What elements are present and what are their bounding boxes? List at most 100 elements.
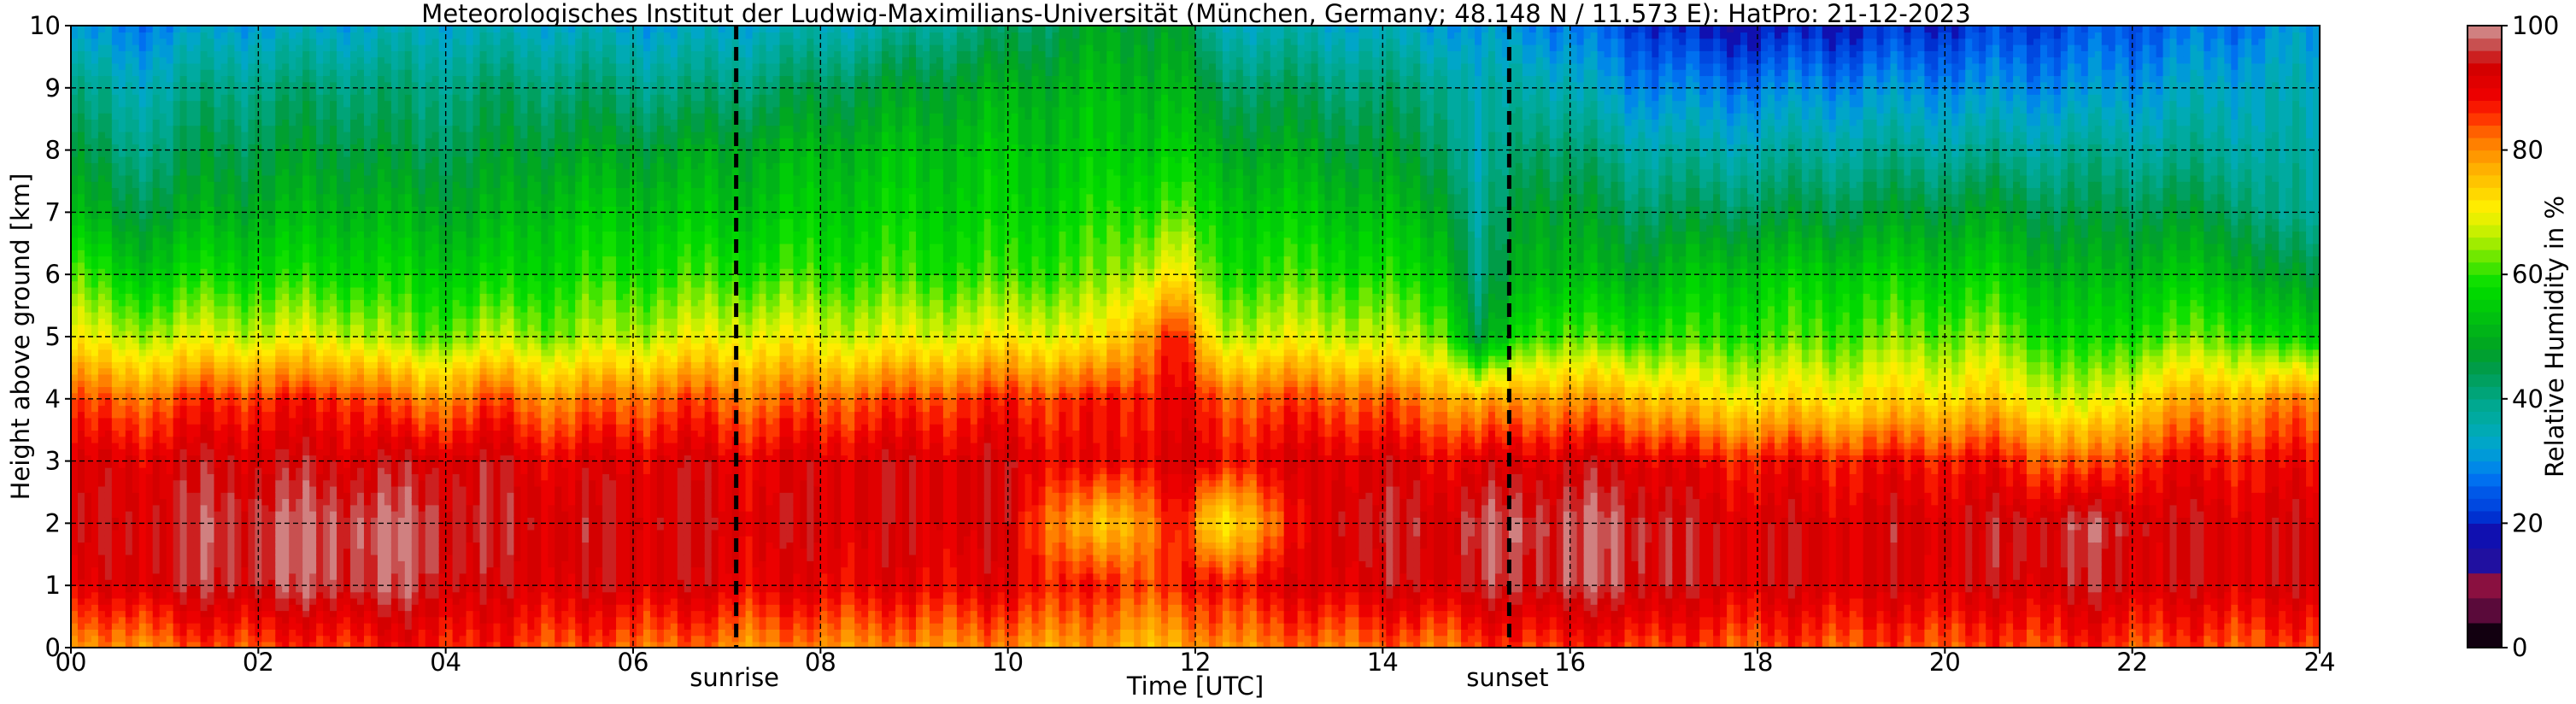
humidity-cell — [201, 50, 208, 57]
humidity-cell — [371, 585, 378, 592]
humidity-cell — [309, 505, 317, 512]
humidity-cell — [275, 100, 283, 107]
humidity-cell — [261, 318, 269, 325]
humidity-cell — [132, 542, 140, 549]
humidity-cell — [180, 467, 188, 474]
humidity-cell — [126, 200, 133, 207]
humidity-cell — [248, 243, 255, 250]
humidity-cell — [214, 56, 221, 63]
humidity-cell — [85, 187, 92, 194]
humidity-cell — [350, 492, 358, 499]
humidity-cell — [241, 479, 249, 486]
humidity-cell — [398, 467, 406, 474]
humidity-cell — [105, 32, 113, 38]
humidity-cell — [71, 280, 79, 287]
humidity-cell — [98, 598, 106, 605]
humidity-cell — [214, 306, 221, 313]
humidity-cell — [98, 549, 106, 555]
humidity-cell — [302, 219, 310, 226]
humidity-cell — [384, 635, 392, 642]
humidity-cell — [160, 162, 167, 169]
humidity-cell — [71, 343, 79, 349]
humidity-cell — [214, 591, 221, 598]
humidity-cell — [112, 100, 120, 107]
humidity-cell — [371, 554, 378, 561]
humidity-cell — [261, 88, 269, 95]
humidity-cell — [350, 32, 358, 38]
humidity-cell — [316, 598, 324, 605]
humidity-cell — [316, 200, 324, 207]
humidity-cell — [241, 573, 249, 580]
humidity-cell — [248, 225, 255, 232]
humidity-cell — [378, 162, 385, 169]
humidity-cell — [384, 443, 392, 449]
humidity-cell — [398, 629, 406, 636]
humidity-cell — [261, 467, 269, 474]
humidity-cell — [194, 249, 202, 256]
humidity-cell — [323, 492, 331, 499]
humidity-cell — [214, 69, 221, 76]
humidity-cell — [78, 312, 85, 319]
humidity-cell — [316, 554, 324, 561]
humidity-cell — [323, 255, 331, 262]
humidity-cell — [167, 125, 174, 132]
humidity-cell — [78, 132, 85, 138]
humidity-cell — [112, 150, 120, 157]
humidity-cell — [357, 405, 365, 412]
humidity-cell — [91, 299, 99, 306]
humidity-cell — [241, 293, 249, 300]
humidity-cell — [71, 349, 79, 356]
humidity-cell — [391, 511, 399, 518]
humidity-cell — [194, 138, 202, 144]
humidity-cell — [153, 231, 161, 238]
humidity-cell — [201, 238, 208, 244]
humidity-cell — [364, 119, 372, 126]
humidity-cell — [282, 26, 290, 32]
humidity-cell — [126, 405, 133, 412]
humidity-cell — [78, 280, 85, 287]
humidity-cell — [316, 168, 324, 175]
humidity-cell — [330, 175, 337, 182]
humidity-cell — [208, 591, 215, 598]
humidity-cell — [220, 536, 228, 543]
humidity-cell — [78, 560, 85, 567]
humidity-cell — [296, 63, 303, 70]
humidity-cell — [378, 324, 385, 331]
humidity-cell — [350, 100, 358, 107]
humidity-cell — [201, 436, 208, 443]
humidity-cell — [282, 212, 290, 219]
humidity-cell — [350, 324, 358, 331]
humidity-cell — [227, 32, 235, 38]
humidity-cell — [173, 119, 181, 126]
humidity-cell — [214, 175, 221, 182]
humidity-cell — [350, 280, 358, 287]
humidity-cell — [91, 187, 99, 194]
humidity-cell — [220, 511, 228, 518]
humidity-cell — [187, 449, 195, 455]
humidity-cell — [248, 473, 255, 480]
humidity-cell — [302, 511, 310, 518]
humidity-cell — [364, 56, 372, 63]
humidity-cell — [160, 367, 167, 374]
humidity-cell — [316, 411, 324, 418]
humidity-cell — [167, 238, 174, 244]
humidity-cell — [371, 119, 378, 126]
humidity-cell — [160, 125, 167, 132]
humidity-cell — [194, 219, 202, 226]
humidity-cell — [268, 386, 276, 393]
humidity-cell — [282, 125, 290, 132]
humidity-cell — [371, 194, 378, 201]
humidity-cell — [132, 399, 140, 406]
humidity-cell — [160, 150, 167, 157]
humidity-cell — [241, 610, 249, 617]
humidity-cell — [208, 386, 215, 393]
humidity-cell — [126, 617, 133, 624]
humidity-cell — [85, 585, 92, 592]
humidity-cell — [323, 63, 331, 70]
humidity-cell — [364, 585, 372, 592]
humidity-cell — [330, 573, 337, 580]
humidity-cell — [105, 635, 113, 642]
humidity-cell — [71, 219, 79, 226]
humidity-cell — [330, 119, 337, 126]
humidity-cell — [343, 249, 351, 256]
